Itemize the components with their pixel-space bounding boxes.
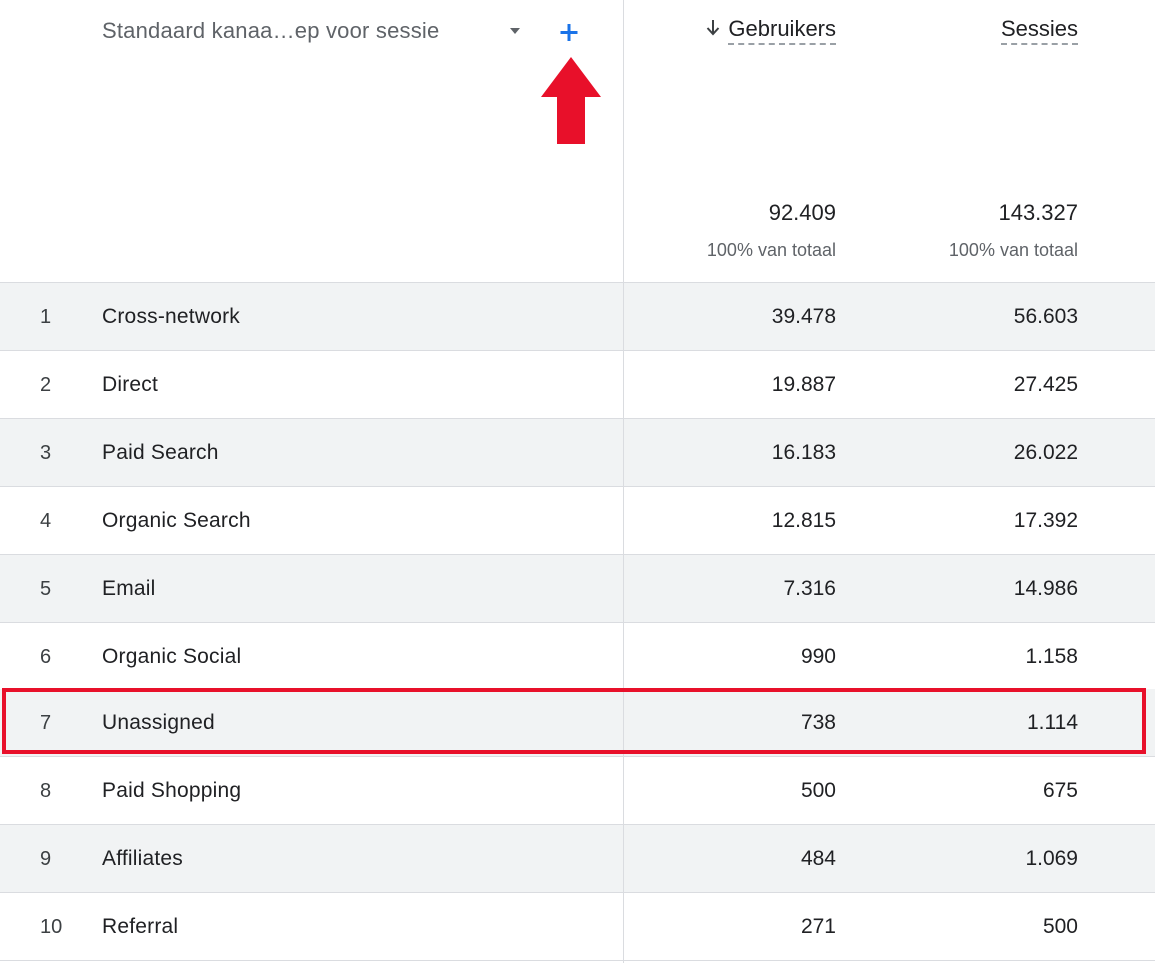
column-divider — [623, 757, 624, 824]
row-sessions-value: 17.392 — [1013, 509, 1078, 532]
header-divider — [0, 282, 1155, 283]
row-index: 1 — [40, 306, 52, 328]
row-channel-name: Organic Social — [102, 645, 242, 668]
column-divider — [623, 825, 624, 892]
row-channel-name: Email — [102, 577, 156, 600]
column-divider — [623, 351, 624, 418]
row-users-value: 738 — [800, 711, 836, 734]
row-users-value: 19.887 — [771, 373, 836, 396]
table-row[interactable]: 3 Paid Search 16.183 26.022 — [0, 419, 1155, 487]
row-users-value: 271 — [800, 915, 836, 938]
row-channel-name: Paid Search — [102, 441, 219, 464]
row-users-value: 7.316 — [783, 577, 836, 600]
chevron-down-icon[interactable] — [510, 28, 520, 34]
row-index: 8 — [40, 780, 52, 802]
column-divider — [623, 893, 624, 960]
row-index: 4 — [40, 510, 52, 532]
column-label: Sessies — [1000, 16, 1078, 45]
column-header-sessions[interactable]: Sessies — [1000, 16, 1078, 45]
table-row[interactable]: 8 Paid Shopping 500 675 — [0, 757, 1155, 825]
column-divider — [623, 283, 624, 350]
row-index: 9 — [40, 848, 52, 870]
total-users-percent: 100% van totaal — [706, 240, 836, 260]
total-sessions-percent: 100% van totaal — [948, 240, 1078, 260]
row-sessions-value: 1.158 — [1025, 645, 1078, 668]
table-row[interactable]: 1 Cross-network 39.478 56.603 — [0, 283, 1155, 351]
row-channel-name: Paid Shopping — [102, 779, 242, 802]
total-sessions: 143.327 — [998, 200, 1078, 225]
row-users-value: 16.183 — [771, 441, 836, 464]
row-users-value: 990 — [800, 645, 836, 668]
row-channel-name: Cross-network — [102, 305, 240, 328]
column-divider — [623, 689, 624, 756]
row-index: 2 — [40, 374, 52, 396]
row-index: 3 — [40, 442, 52, 464]
dimension-label: Standaard kanaa…ep voor sessie — [102, 18, 440, 43]
row-index: 10 — [40, 916, 63, 938]
row-channel-name: Unassigned — [102, 711, 215, 734]
table-row[interactable]: 2 Direct 19.887 27.425 — [0, 351, 1155, 419]
table-row[interactable]: 10 Referral 271 500 — [0, 893, 1155, 961]
arrow-down-icon — [707, 20, 720, 36]
row-channel-name: Organic Search — [102, 509, 251, 532]
add-dimension-button[interactable] — [556, 18, 582, 46]
row-index: 7 — [40, 712, 52, 734]
column-divider — [623, 419, 624, 486]
row-sessions-value: 14.986 — [1013, 577, 1078, 600]
column-label: Gebruikers — [728, 16, 836, 45]
row-channel-name: Affiliates — [102, 847, 183, 870]
row-sessions-value: 675 — [1042, 779, 1078, 802]
column-header-users[interactable]: Gebruikers — [706, 16, 836, 45]
row-sessions-value: 1.114 — [1027, 711, 1078, 734]
dimension-selector[interactable]: Standaard kanaa…ep voor sessie — [102, 18, 439, 44]
row-users-value: 484 — [800, 847, 836, 870]
table-row[interactable]: 9 Affiliates 484 1.069 — [0, 825, 1155, 893]
row-sessions-value: 1.069 — [1025, 847, 1078, 870]
row-users-value: 12.815 — [771, 509, 836, 532]
row-index: 6 — [40, 646, 52, 668]
column-divider — [623, 555, 624, 622]
row-sessions-value: 500 — [1042, 915, 1078, 938]
row-sessions-value: 27.425 — [1013, 373, 1078, 396]
row-index: 5 — [40, 578, 52, 600]
column-divider — [623, 487, 624, 554]
row-sessions-value: 56.603 — [1013, 305, 1078, 328]
table-row[interactable]: 5 Email 7.316 14.986 — [0, 555, 1155, 623]
row-sessions-value: 26.022 — [1013, 441, 1078, 464]
total-users: 92.409 — [768, 200, 836, 225]
row-users-value: 39.478 — [771, 305, 836, 328]
row-channel-name: Referral — [102, 915, 179, 938]
row-channel-name: Direct — [102, 373, 159, 396]
plus-icon — [560, 24, 578, 41]
table-row[interactable]: 7 Unassigned 738 1.114 — [0, 689, 1155, 757]
row-users-value: 500 — [800, 779, 836, 802]
table-row[interactable]: 4 Organic Search 12.815 17.392 — [0, 487, 1155, 555]
table-row[interactable]: 6 Organic Social 990 1.158 — [0, 623, 1155, 691]
column-divider — [623, 623, 624, 690]
annotation-arrow-up-icon — [541, 57, 601, 144]
